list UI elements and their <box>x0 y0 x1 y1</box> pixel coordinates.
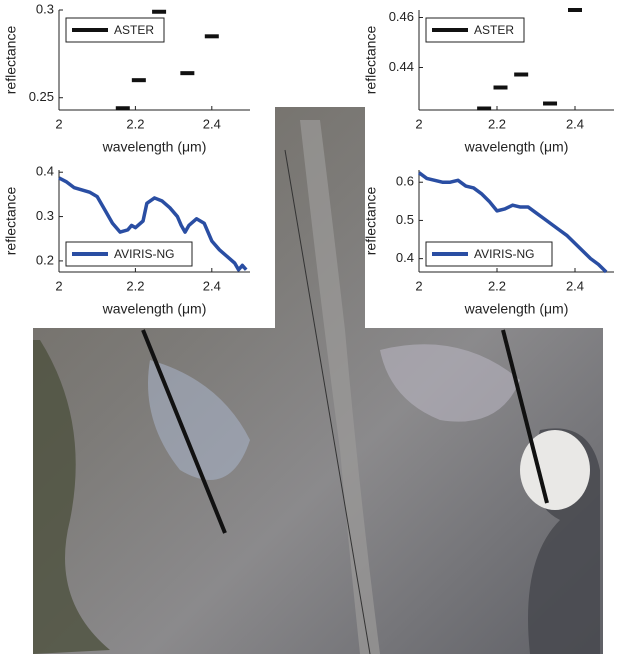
band-marker <box>116 106 130 110</box>
legend-label: AVIRIS-NG <box>474 247 534 261</box>
y-tick-label: 0.44 <box>389 59 414 74</box>
x-tick-label: 2 <box>415 278 422 293</box>
x-axis-label: wavelength (μm) <box>102 139 207 155</box>
band-marker <box>543 102 557 106</box>
band-marker <box>568 8 582 12</box>
legend: AVIRIS-NG <box>426 242 552 266</box>
y-tick-label: 0.6 <box>396 174 414 189</box>
chart-panel: 2 2.2 2.4 0.2 0.3 0.4 wavelength (μm) reflectan… <box>3 164 250 317</box>
figure: 2 2.2 2.4 0.25 0.3 wavelength (μm) reflectance… <box>0 0 620 654</box>
y-axis-label: reflectance <box>363 26 379 95</box>
legend-label: AVIRIS-NG <box>114 247 174 261</box>
y-tick-label: 0.46 <box>389 9 414 24</box>
y-tick-label: 0.3 <box>36 208 54 223</box>
band-marker <box>152 10 166 14</box>
x-tick-label: 2 <box>55 278 62 293</box>
y-tick-label: 0.4 <box>396 250 414 265</box>
y-axis-label: reflectance <box>363 187 379 256</box>
x-axis-label: wavelength (μm) <box>464 301 569 317</box>
chart-panel: 2 2.2 2.4 0.4 0.5 0.6 wavelength (μm) reflectan… <box>363 170 614 317</box>
band-marker <box>494 86 508 90</box>
y-axis-label: reflectance <box>3 26 19 95</box>
legend-label: ASTER <box>474 23 514 37</box>
band-marker <box>180 71 194 75</box>
band-marker <box>477 107 491 111</box>
legend: AVIRIS-NG <box>66 242 192 266</box>
x-tick-label: 2.2 <box>488 116 506 131</box>
x-tick-label: 2.4 <box>203 278 221 293</box>
y-tick-label: 0.2 <box>36 252 54 267</box>
x-tick-label: 2 <box>55 116 62 131</box>
x-tick-label: 2.4 <box>566 278 584 293</box>
x-axis-label: wavelength (μm) <box>102 301 207 317</box>
x-tick-label: 2.2 <box>126 116 144 131</box>
legend: ASTER <box>426 18 524 42</box>
x-tick-label: 2.2 <box>126 278 144 293</box>
band-marker <box>514 73 528 77</box>
y-tick-label: 0.3 <box>36 1 54 16</box>
band-marker <box>132 78 146 82</box>
legend: ASTER <box>66 18 164 42</box>
y-tick-label: 0.4 <box>36 164 54 179</box>
y-tick-label: 0.25 <box>29 89 54 104</box>
x-tick-label: 2.4 <box>566 116 584 131</box>
x-tick-label: 2.2 <box>488 278 506 293</box>
x-axis-label: wavelength (μm) <box>464 139 569 155</box>
y-tick-label: 0.5 <box>396 212 414 227</box>
x-tick-label: 2.4 <box>203 116 221 131</box>
chart-panel: 2 2.2 2.4 0.44 0.46 wavelength (μm) reflectanc… <box>363 8 614 155</box>
y-axis-label: reflectance <box>3 187 19 256</box>
legend-label: ASTER <box>114 23 154 37</box>
chart-panel: 2 2.2 2.4 0.25 0.3 wavelength (μm) reflectance… <box>3 1 250 154</box>
x-tick-label: 2 <box>415 116 422 131</box>
band-marker <box>205 34 219 38</box>
